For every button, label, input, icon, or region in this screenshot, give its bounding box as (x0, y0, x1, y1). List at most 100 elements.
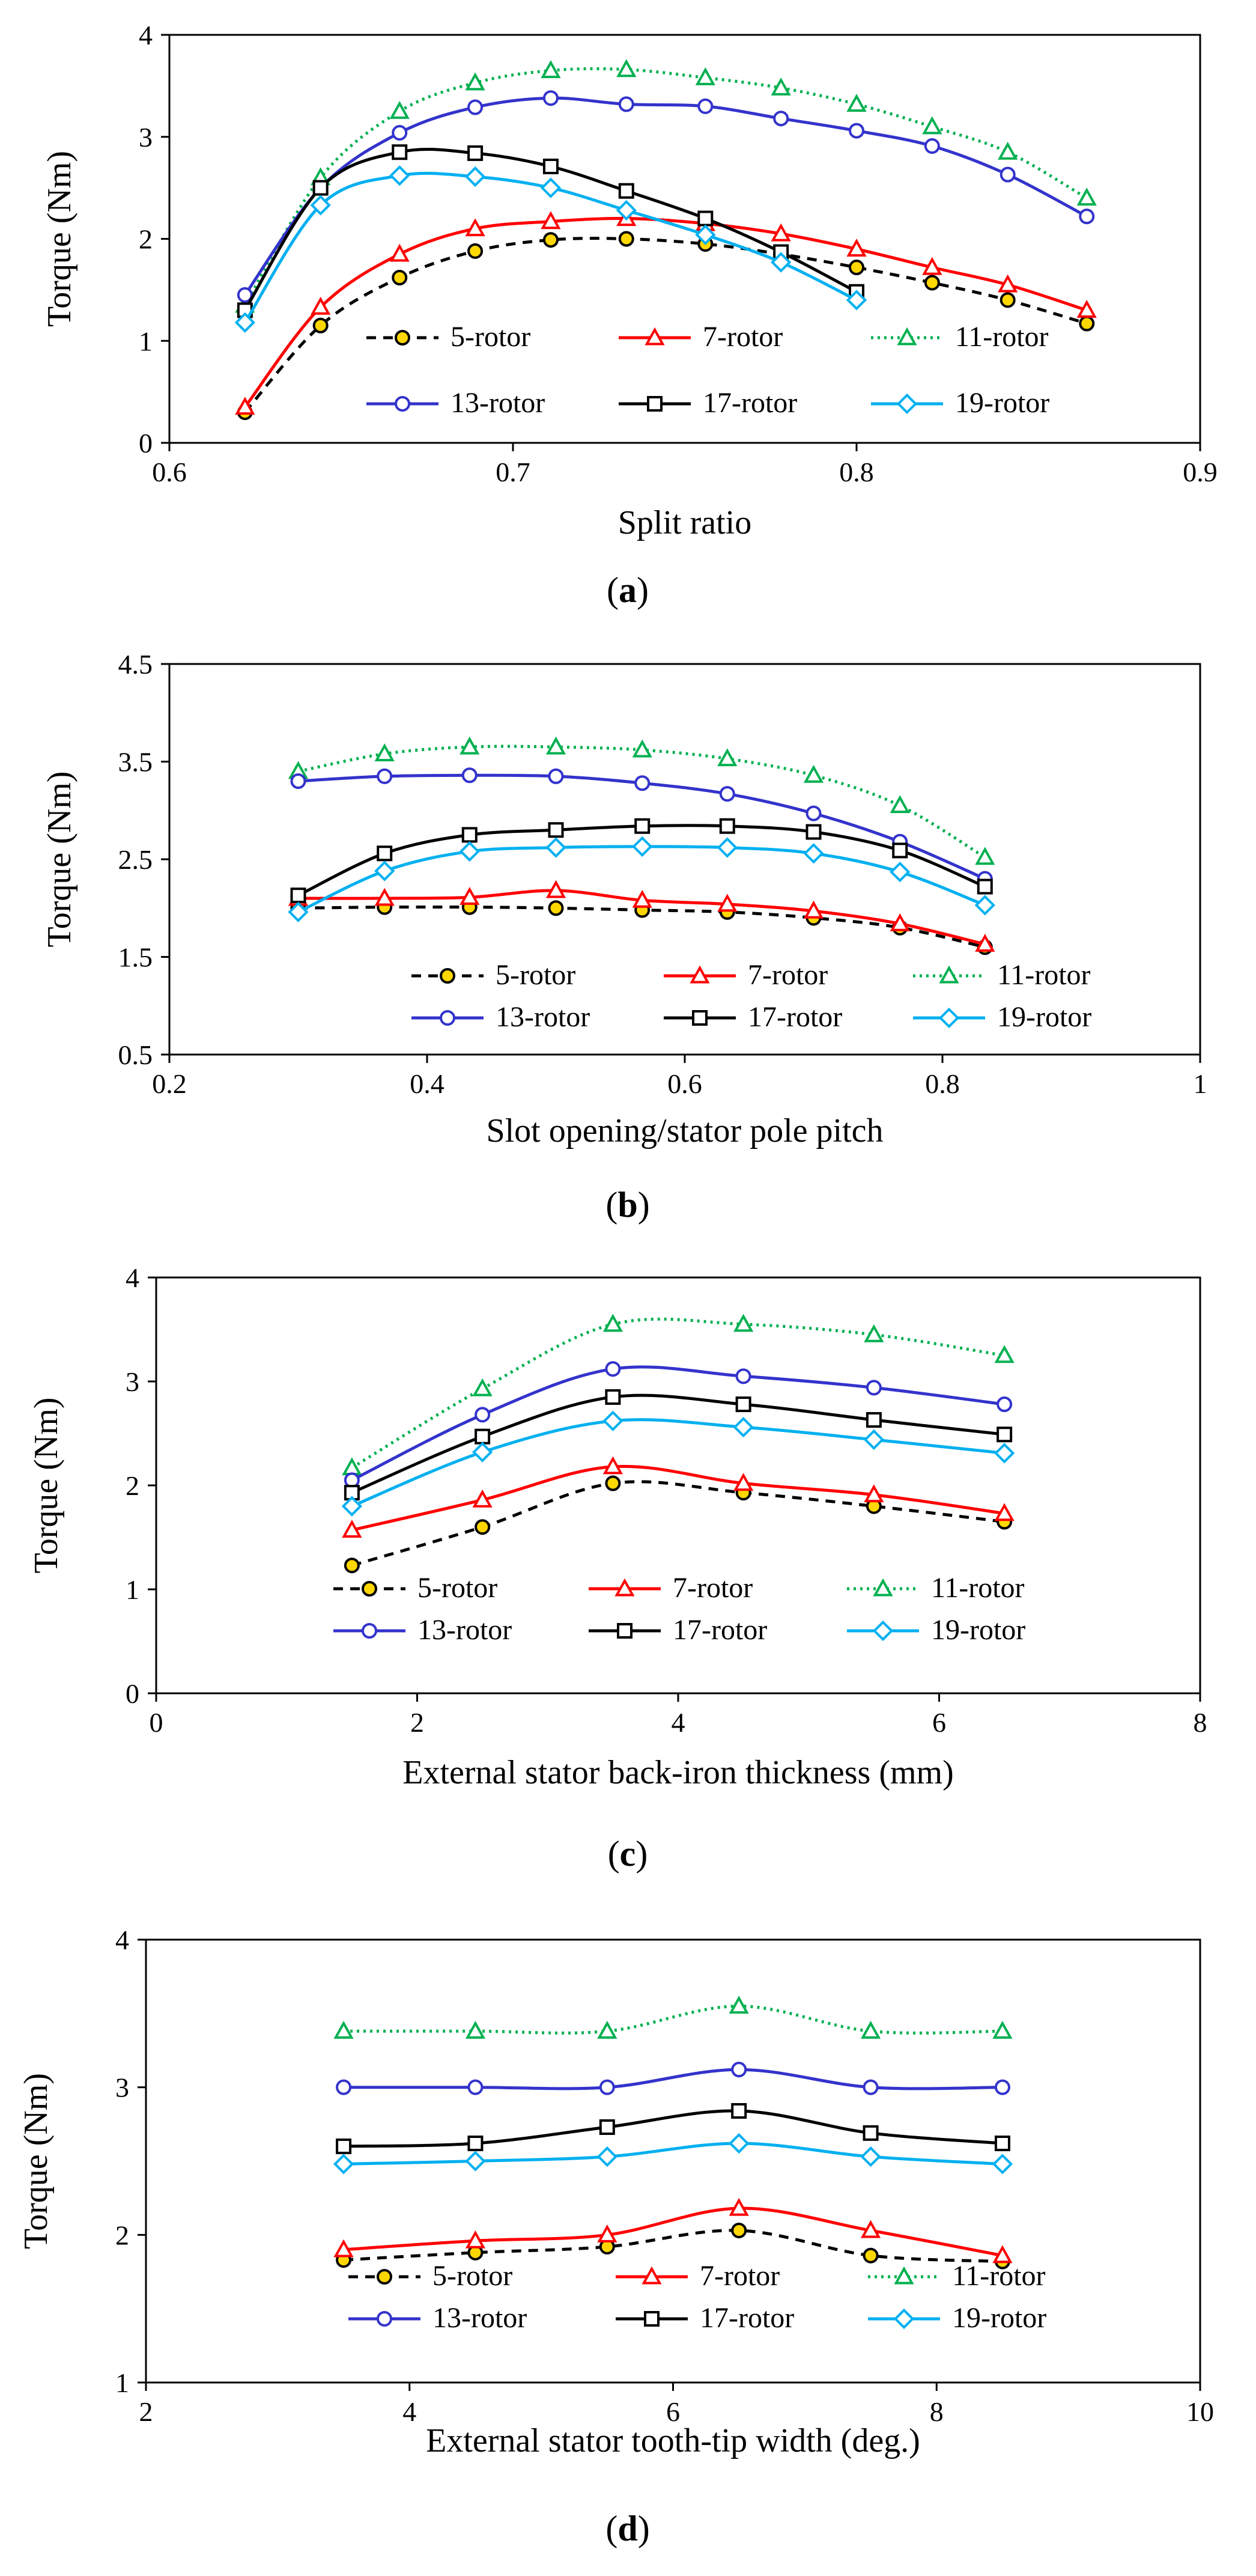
legend-label: 13-rotor (496, 1001, 590, 1033)
series-5-rotor (290, 899, 993, 955)
x-tick-label: 0.6 (152, 457, 187, 487)
data-point (695, 224, 716, 245)
data-point (548, 900, 564, 916)
series-19-rotor (333, 2133, 1013, 2175)
y-axis-label: Torque (Nm) (41, 771, 78, 947)
data-point (467, 2136, 484, 2152)
data-point (465, 218, 485, 237)
legend-entry-17-rotor: 17-rotor (664, 1001, 842, 1033)
series-17-rotor (336, 2103, 1010, 2154)
series-5-rotor (344, 1475, 1013, 1574)
data-point (602, 1410, 623, 1431)
x-tick-label: 6 (666, 2396, 680, 2427)
data-point (541, 60, 561, 78)
legend-label: 7-rotor (673, 1572, 753, 1604)
data-point (465, 2230, 486, 2249)
y-tick-label: 2 (126, 1470, 139, 1501)
data-point (344, 1557, 360, 1574)
y-tick-label: 2 (139, 224, 153, 255)
chart-panel-b: 0.2 0.4 0.6 0.8 1 0.5 1.5 2.5 3.5 4.5 Slot opening… (41, 649, 1207, 1225)
legend-label: 5-rotor (417, 1572, 497, 1604)
series-13-rotor (237, 90, 1095, 303)
series-line (351, 1464, 1005, 1532)
legend-entry-19-rotor: 19-rotor (868, 2302, 1046, 2334)
data-point (374, 860, 395, 882)
data-point (459, 841, 480, 862)
legend-marker (873, 1578, 893, 1597)
legend-entry-19-rotor: 19-rotor (871, 387, 1049, 419)
data-point (1076, 300, 1097, 318)
data-point (602, 1456, 623, 1475)
data-point (542, 90, 559, 106)
series-line (351, 1418, 1005, 1508)
data-point (545, 837, 566, 858)
legend-entry-19-rotor: 19-rotor (847, 1614, 1025, 1646)
data-point (235, 397, 255, 415)
series-7-rotor (342, 1456, 1015, 1538)
data-point (467, 2079, 484, 2095)
legend-marker (692, 1010, 708, 1026)
data-point (695, 67, 715, 85)
legend-marker (617, 1623, 633, 1639)
data-point (729, 1996, 749, 2014)
data-point (975, 847, 995, 865)
data-point (475, 1428, 491, 1445)
series-line (243, 216, 1087, 409)
x-tick-label: 2 (139, 2396, 153, 2427)
data-point (634, 775, 651, 791)
data-point (548, 822, 564, 838)
series-line (343, 2206, 1003, 2258)
data-point (333, 2239, 354, 2258)
data-point (616, 59, 637, 78)
series-19-rotor (288, 836, 995, 922)
data-point (733, 1416, 754, 1438)
data-point (717, 894, 738, 912)
legend-marker (647, 396, 663, 412)
data-point (342, 1457, 362, 1476)
data-point (890, 795, 910, 814)
x-tick-label: 8 (1194, 1707, 1207, 1738)
series-line (351, 1317, 1005, 1469)
x-tick-label: 0.9 (1183, 457, 1218, 487)
y-axis-label: Torque (Nm) (28, 1397, 65, 1573)
data-point (392, 270, 408, 286)
legend-label: 13-rotor (451, 387, 545, 419)
data-point (729, 2197, 749, 2216)
data-point (860, 2020, 881, 2039)
data-point (475, 1519, 491, 1535)
legend-label: 19-rotor (955, 387, 1049, 419)
panel-caption: (b) (605, 1185, 649, 1225)
legend-label: 13-rotor (417, 1614, 512, 1646)
data-point (632, 836, 653, 857)
y-tick-label: 0 (126, 1678, 139, 1709)
data-point (632, 739, 652, 758)
legend-marker (377, 2311, 392, 2327)
y-tick-label: 1 (115, 2367, 129, 2398)
y-axis-label: Torque (Nm) (41, 151, 78, 327)
data-point (697, 210, 714, 227)
data-point (597, 2224, 617, 2243)
legend-marker (440, 968, 455, 984)
data-point (803, 900, 824, 919)
data-point (618, 231, 634, 247)
data-point (849, 260, 864, 276)
data-point (548, 768, 564, 784)
data-point (719, 818, 735, 834)
legend-marker (939, 965, 959, 984)
legend-entry-13-rotor: 13-rotor (411, 1001, 590, 1033)
x-tick-label: 0.8 (925, 1068, 960, 1099)
legend-marker (614, 1578, 635, 1597)
data-point (465, 72, 485, 91)
legend-marker (893, 2308, 915, 2330)
series-7-rotor (333, 2197, 1013, 2264)
legend-label: 5-rotor (496, 959, 575, 991)
data-point (597, 2020, 617, 2039)
data-point (310, 195, 331, 216)
data-point (542, 158, 559, 174)
plot-frame (168, 663, 1201, 1056)
chart-panel-a: 0.6 0.7 0.8 0.9 0 1 2 3 4 Split ratio Torque (Nm) 5… (41, 20, 1218, 610)
legend-marker (644, 2311, 660, 2327)
y-tick-label: 1.5 (118, 942, 153, 973)
x-tick-label: 0.2 (152, 1068, 187, 1099)
